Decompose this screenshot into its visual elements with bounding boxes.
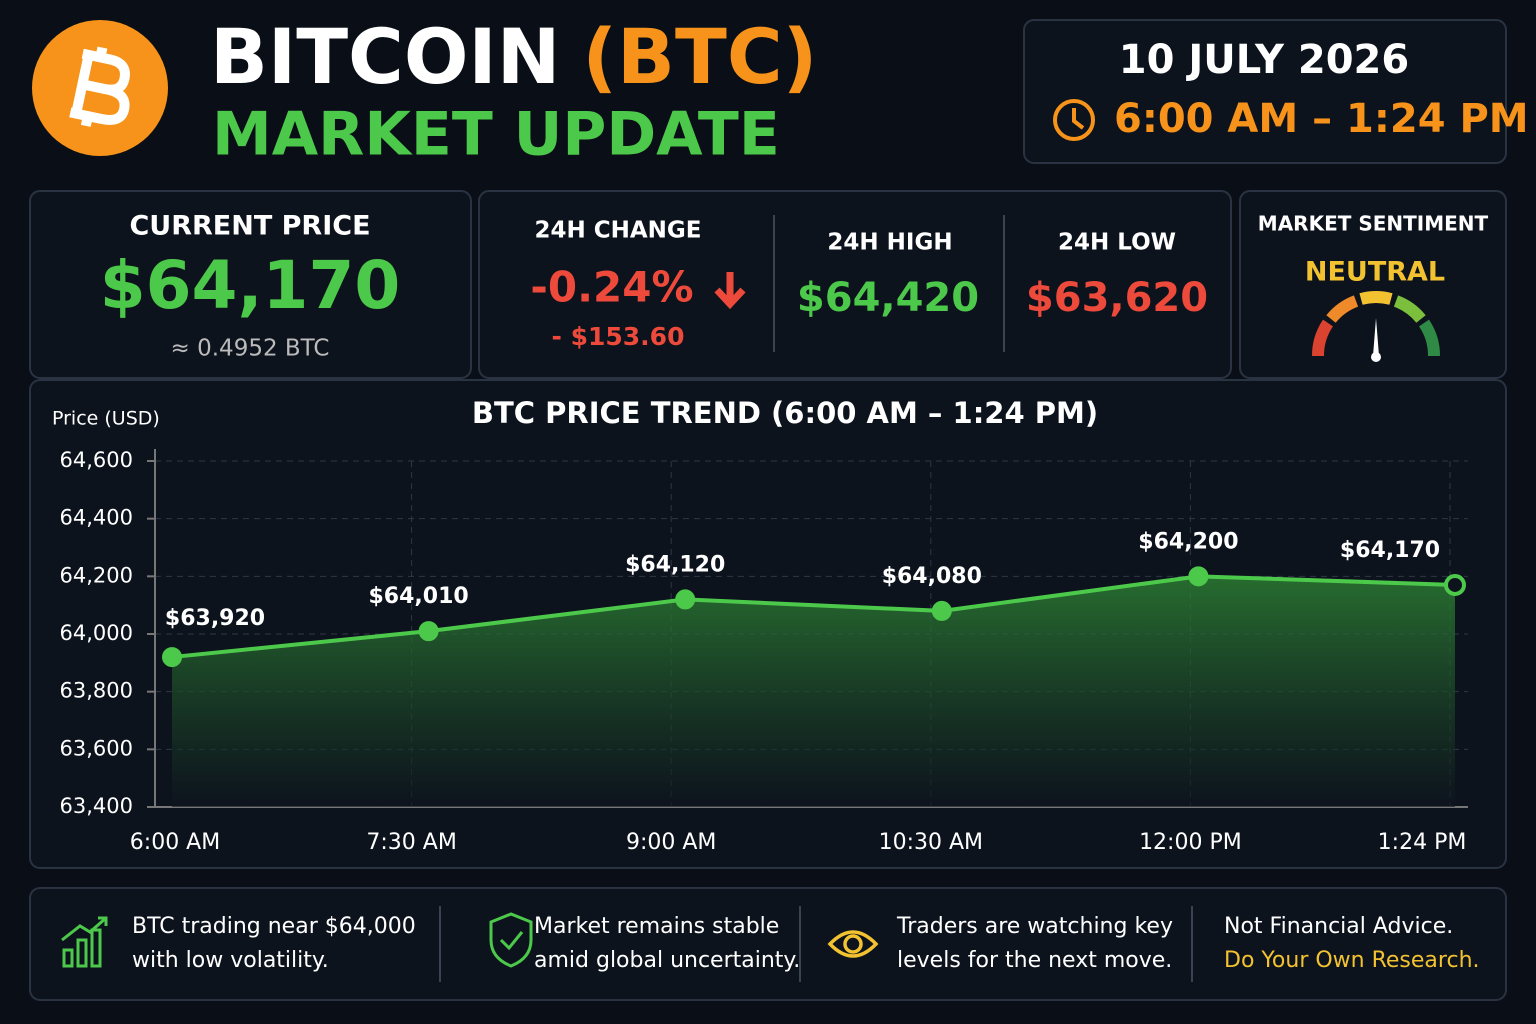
footer-text: Market remains stable amid global uncerta… [534,914,800,973]
change-percent: -0.24% [530,263,693,312]
y-tick-label: 63,800 [60,679,133,703]
current-price: $64,170 [100,247,401,324]
stat-label: 24H CHANGE [534,218,701,244]
time-range: 6:00 AM – 1:24 PM [1114,96,1529,142]
stat-label: CURRENT PRICE [129,211,370,242]
x-tick-label: 7:30 AM [366,830,456,855]
area [172,576,1455,807]
x-tick-label: 6:00 AM [130,830,220,855]
plot: 63,400 63,600 63,800 64,000 64,200 64,400 64,6… [60,448,1468,855]
chart-icon [61,916,108,968]
chart-title: BTC PRICE TREND (6:00 AM – 1:24 PM) [472,396,1098,430]
x-tick-label: 10:30 AM [879,830,983,855]
bitcoin-logo [32,20,168,156]
footer-line: levels for the next move. [897,948,1172,973]
footer-line: BTC trading near $64,000 [132,914,416,939]
y-tick-label: 64,600 [60,448,133,472]
point [162,647,182,668]
value-label: $64,170 [1340,538,1440,563]
point [1444,573,1466,596]
value-label: $64,080 [882,564,982,589]
point [931,600,952,621]
footer-line: Market remains stable [534,914,779,939]
x-tick-label: 12:00 PM [1139,830,1242,855]
point [418,621,439,642]
date: 10 JULY 2026 [1119,37,1409,83]
clock-icon [1053,99,1095,141]
change-panel [478,190,1232,379]
sentiment-panel [1239,190,1507,379]
footer-line: with low volatility. [132,948,329,973]
y-axis-label: Price (USD) [52,408,160,430]
low-value: $63,620 [1026,275,1208,321]
y-tick-label: 64,400 [60,506,133,530]
eye-icon [827,930,879,958]
gauge [1311,291,1441,362]
btc-amount: ≈ 0.4952 BTC [171,336,330,362]
x-tick-label: 9:00 AM [626,830,716,855]
value-label: $64,120 [625,552,725,577]
y-tick-label: 63,600 [60,736,133,760]
title-main: BITCOIN [210,12,560,101]
footer-text: BTC trading near $64,000 with low volatil… [132,914,416,973]
point [1188,566,1209,587]
stat-label: 24H HIGH [827,230,952,256]
y-tick-label: 64,200 [60,563,133,587]
date-panel [1023,19,1507,164]
footer-text: Not Financial Advice. Do Your Own Researc… [1224,914,1480,973]
value-label: $63,920 [165,606,265,631]
footer-text: Traders are watching key levels for the n… [896,914,1173,973]
value-label: $64,200 [1138,529,1238,554]
footer-line: amid global uncertainty. [534,948,800,973]
title: BITCOIN (BTC) [210,12,817,101]
high-value: $64,420 [797,275,979,321]
footer-panel [29,887,1507,1001]
footer-line: Not Financial Advice. [1224,914,1453,939]
change-amount: - $153.60 [552,322,685,351]
footer-line: Do Your Own Research. [1224,948,1480,973]
subtitle: MARKET UPDATE [212,100,780,170]
y-tick-label: 64,000 [60,621,133,645]
title-ticker: (BTC) [582,12,817,101]
price-line [171,574,1456,660]
shield-icon [489,912,533,968]
stat-label: MARKET SENTIMENT [1258,212,1489,236]
sentiment-value: NEUTRAL [1305,257,1445,288]
down-arrow [714,272,746,310]
price-panel [29,190,472,379]
point [675,589,696,610]
value-label: $64,010 [368,584,468,609]
y-tick-label: 63,400 [60,794,133,818]
x-tick-label: 1:24 PM [1378,830,1467,855]
footer-line: Traders are watching key [896,914,1173,939]
stat-label: 24H LOW [1058,230,1176,256]
